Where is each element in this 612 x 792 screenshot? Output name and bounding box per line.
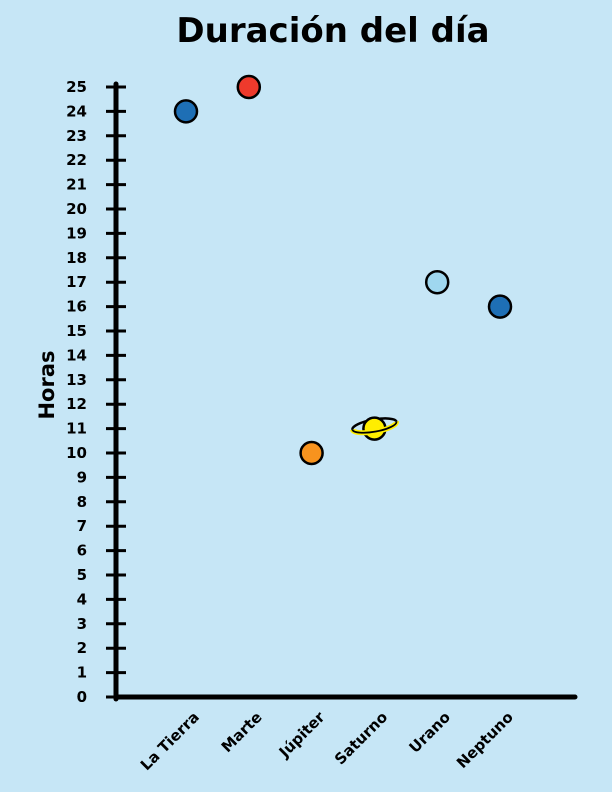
y-tick-label: 17 xyxy=(66,273,87,291)
y-tick-label: 22 xyxy=(66,151,87,169)
y-axis-label: Horas xyxy=(35,350,59,419)
y-tick-label: 10 xyxy=(66,444,87,462)
data-point xyxy=(424,269,450,295)
y-ticks: 0123456789101112131415161718192021222324… xyxy=(66,78,126,706)
y-tick-label: 4 xyxy=(77,590,87,608)
x-category-label: Júpiter xyxy=(275,708,329,762)
y-tick-label: 19 xyxy=(66,224,87,242)
y-tick-label: 24 xyxy=(66,102,87,120)
data-point xyxy=(236,74,262,100)
y-tick-label: 18 xyxy=(66,249,87,267)
x-category-label: Neptuno xyxy=(453,708,517,772)
chart-title: Duración del día xyxy=(176,11,489,51)
y-tick-label: 6 xyxy=(77,542,87,560)
y-tick-label: 20 xyxy=(66,200,87,218)
y-tick-label: 1 xyxy=(77,664,87,682)
y-tick-label: 13 xyxy=(66,371,87,389)
data-point xyxy=(487,294,513,319)
y-tick-label: 21 xyxy=(66,176,87,194)
data-point xyxy=(299,440,324,466)
data-points xyxy=(173,74,513,466)
y-tick-label: 9 xyxy=(77,468,87,486)
y-tick-label: 12 xyxy=(66,395,87,413)
y-tick-label: 16 xyxy=(66,298,87,316)
y-tick-label: 11 xyxy=(66,420,87,438)
x-category-label: La Tierra xyxy=(137,708,203,774)
y-tick-label: 14 xyxy=(66,346,87,364)
y-tick-label: 8 xyxy=(77,493,87,511)
y-tick-label: 25 xyxy=(66,78,87,96)
y-tick-label: 15 xyxy=(66,322,87,340)
x-category-label: Urano xyxy=(405,708,454,757)
data-point xyxy=(349,416,399,441)
y-tick-label: 23 xyxy=(66,127,87,145)
y-tick-label: 5 xyxy=(77,566,87,584)
y-tick-label: 2 xyxy=(77,639,87,657)
y-tick-label: 7 xyxy=(77,517,87,535)
x-category-label: Saturno xyxy=(331,708,391,768)
y-tick-label: 0 xyxy=(77,688,87,706)
x-category-label: Marte xyxy=(218,708,266,756)
y-tick-label: 3 xyxy=(77,615,87,633)
data-point xyxy=(173,99,199,124)
